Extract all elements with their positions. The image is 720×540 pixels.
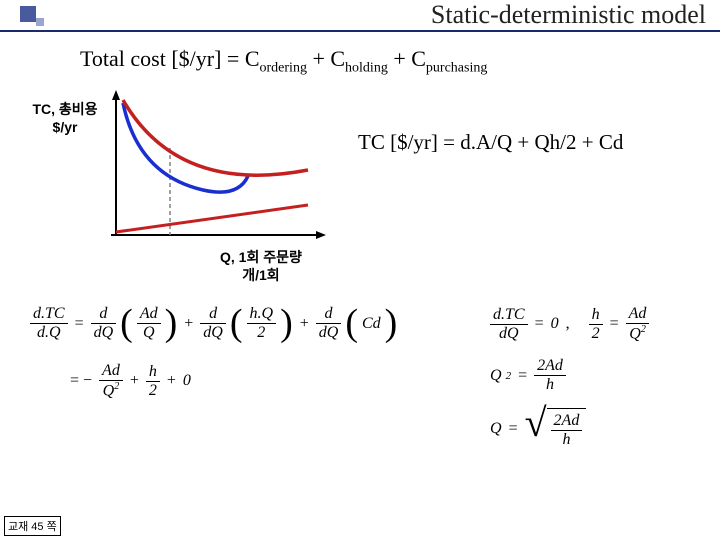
eq-sub2: holding [345, 60, 388, 75]
chart-x-label: Q, 1회 주문량 개/1회 [220, 248, 302, 284]
sqrt-icon: √ 2Adh [525, 408, 587, 449]
deriv-r1: d.TCdQ = 0, h2 = AdQ2 [490, 305, 710, 343]
deriv-row2: = − AdQ2 + h2 + 0 [30, 362, 430, 400]
y-label-1: TC, 총비용 [32, 101, 97, 117]
y-label-2: $/yr [53, 119, 78, 135]
derivation-left: d.TCd.Q = ddQ (AdQ) + ddQ (h.Q2) + ddQ (… [30, 305, 430, 414]
eq-prefix: Total cost [$/yr] = C [80, 46, 260, 71]
page-title: Static-deterministic model [431, 0, 706, 30]
page-footnote: 교재 45 쪽 [4, 516, 61, 536]
x-axis-arrow [316, 231, 326, 239]
header-bullet-large [20, 6, 36, 22]
deriv-r2: Q2 = 2Adh [490, 357, 710, 394]
chart-y-label: TC, 총비용 $/yr [20, 100, 110, 136]
total-cost-curve [123, 100, 308, 175]
cost-chart [108, 90, 328, 245]
eq-plus1: + C [307, 46, 345, 71]
deriv-r3: Q = √ 2Adh [490, 408, 710, 449]
eq-sub3: purchasing [426, 60, 487, 75]
ordering-cost-curve [123, 103, 248, 192]
derivation-right: d.TCdQ = 0, h2 = AdQ2 Q2 = 2Adh Q = √ 2A… [490, 305, 710, 463]
x-label-2: 개/1회 [242, 267, 279, 283]
tc-formula: TC [$/yr] = d.A/Q + Qh/2 + Cd [358, 130, 623, 155]
holding-cost-line [116, 205, 308, 232]
total-cost-equation: Total cost [$/yr] = Cordering + Cholding… [80, 46, 487, 76]
header-bullet-small [36, 18, 44, 26]
deriv-row1: d.TCd.Q = ddQ (AdQ) + ddQ (h.Q2) + ddQ (… [30, 305, 430, 342]
x-label-1: Q, 1회 주문량 [220, 249, 302, 265]
y-axis-arrow [112, 90, 120, 100]
eq-sub1: ordering [260, 60, 307, 75]
eq-plus2: + C [388, 46, 426, 71]
